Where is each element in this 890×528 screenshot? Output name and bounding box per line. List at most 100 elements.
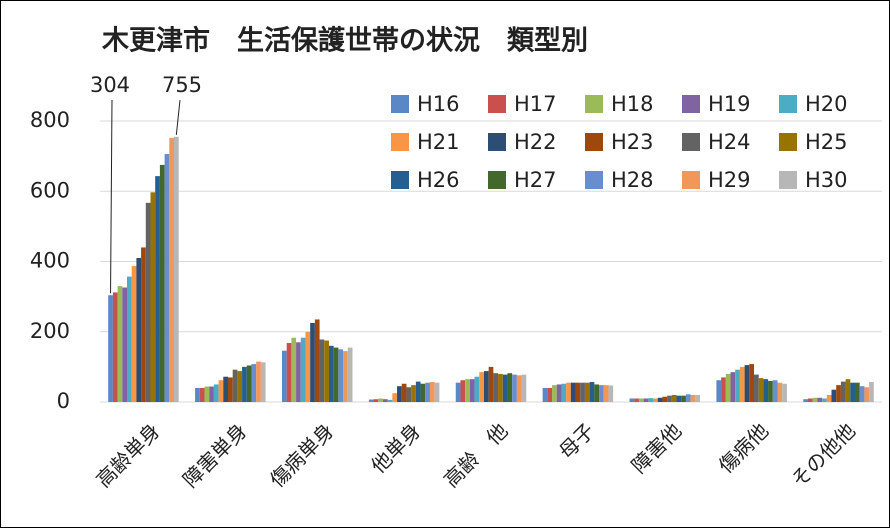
y-tick-label: 200 [30,319,70,343]
bar [429,381,435,402]
bar [218,380,224,402]
bar [117,286,123,402]
bar [566,382,571,402]
bar [209,386,214,402]
bar [314,319,320,402]
bar [735,369,740,402]
bar [516,375,522,402]
bar [552,385,557,402]
bar [246,365,252,402]
bar [512,374,517,402]
bar [455,382,461,402]
bar [425,382,430,402]
bar [690,394,696,402]
bar [556,384,562,402]
bar [145,202,151,402]
leader-line [175,99,181,135]
bar [232,369,238,402]
legend-label: H23 [611,130,654,154]
bar [411,385,416,402]
bar [108,295,113,402]
bar [392,393,398,402]
bar [725,373,731,402]
bar [397,386,402,402]
bar [561,383,567,402]
bar [685,394,691,402]
bar [629,398,635,402]
bar [782,383,787,402]
legend-swatch [488,95,506,113]
legend-swatch [391,171,409,189]
bar [319,339,325,402]
bar [328,345,334,402]
bar [547,387,553,402]
bar [164,154,170,402]
bar [141,247,146,402]
legend-label: H20 [805,92,848,116]
legend-label: H17 [514,92,557,116]
legend-swatch [391,133,409,151]
bar [580,382,585,402]
bar [603,385,609,402]
bar [521,374,527,402]
bar [695,394,701,402]
bar [575,382,581,402]
legend-swatch [779,133,797,151]
legend-label: H24 [708,130,751,154]
bar [589,381,595,402]
legend-label: H16 [417,92,460,116]
legend-label: H25 [805,130,848,154]
y-tick-label: 0 [57,389,70,413]
legend-swatch [682,133,700,151]
bar [831,389,837,402]
legend-swatch [779,95,797,113]
bar [333,347,339,402]
legend-label: H21 [417,130,460,154]
bar [251,364,257,402]
bar [122,287,127,402]
bar [803,399,809,402]
bar [415,381,421,402]
bar [754,374,759,402]
legend-label: H22 [514,130,557,154]
bar [822,398,827,402]
legend-label: H29 [708,168,751,192]
bar [347,347,353,402]
bar [195,387,200,402]
bar [242,366,247,402]
bar [460,380,466,402]
bar [498,373,503,402]
bar [213,384,219,402]
bar [488,366,494,402]
bar [131,266,137,402]
bar [817,397,823,402]
bar [296,342,301,402]
bar [281,350,287,402]
leader-line [110,99,113,294]
bar [310,322,315,402]
legend-label: H26 [417,168,460,192]
bar [855,382,860,402]
bar [155,176,160,402]
legend-label: H30 [805,168,848,192]
bar [777,382,783,402]
bar [681,395,686,402]
bar [667,395,672,402]
legend-swatch [682,95,700,113]
bar [653,398,658,402]
bar [502,374,508,402]
bar [648,398,654,402]
bar [150,192,156,402]
legend-swatch [779,171,797,189]
bar [721,377,726,402]
bar [227,377,233,402]
bar [768,380,773,402]
legend-swatch [391,95,409,113]
bar [772,380,778,402]
annotation: 755 [162,73,202,97]
legend-swatch [488,171,506,189]
bar [420,383,426,402]
bar [836,385,841,402]
bar [594,384,600,402]
bar [474,376,480,402]
